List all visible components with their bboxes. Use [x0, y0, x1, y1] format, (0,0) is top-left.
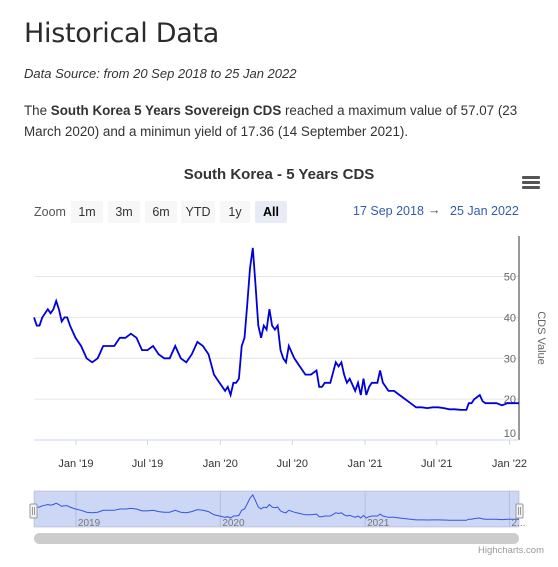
x-tick-label: Jan '21 [348, 458, 383, 470]
x-tick-label: Jan '20 [203, 458, 238, 470]
y-tick-label: 30 [504, 353, 516, 365]
x-tick-label: Jul '19 [132, 458, 163, 470]
summary-prefix: The [24, 103, 51, 118]
chart-title: South Korea - 5 Years CDS [183, 166, 375, 183]
x-tick-label: Jan '22 [492, 458, 527, 470]
navigator-label: 2020 [222, 518, 245, 529]
range-button-1y[interactable]: 1y [220, 201, 250, 223]
x-tick-label: Jul '20 [277, 458, 308, 470]
range-button-3m[interactable]: 3m [108, 201, 140, 223]
range-button-1m[interactable]: 1m [71, 201, 103, 223]
navigator-label: 2021 [367, 518, 390, 529]
navigator-handle-left[interactable] [29, 503, 38, 519]
series-line [33, 247, 519, 411]
range-button-6m[interactable]: 6m [145, 201, 177, 223]
navigator-scrollbar[interactable] [34, 533, 519, 544]
data-source: Data Source: from 20 Sep 2018 to 25 Jan … [24, 66, 297, 81]
navigator-handle-right[interactable] [515, 503, 524, 519]
navigator-series [33, 493, 519, 521]
page-title: Historical Data [24, 18, 220, 49]
range-button-ytd[interactable]: YTD [181, 201, 215, 223]
navigator-label: 2019 [78, 518, 101, 529]
date-from-input[interactable]: 17 Sep 2018 [353, 204, 424, 218]
y-axis-title: CDS Value [535, 311, 547, 365]
date-arrow: → [428, 203, 441, 217]
hamburger-menu-icon[interactable] [522, 176, 540, 190]
navigator-mask[interactable] [33, 490, 520, 528]
summary-bold: South Korea 5 Years Sovereign CDS [50, 103, 282, 118]
zoom-label: Zoom [34, 205, 66, 219]
summary-rest: reached a maximum value of 57.07 (23 Mar… [24, 103, 518, 139]
navigator-label: 2... [512, 518, 526, 529]
y-tick-label: 40 [504, 312, 516, 324]
y-tick-label: 10 [504, 428, 516, 440]
summary-text: The South Korea 5 Years Sovereign CDS re… [24, 100, 536, 142]
y-tick-label: 50 [504, 272, 516, 284]
x-tick-label: Jan '19 [58, 458, 93, 470]
range-button-all[interactable]: All [255, 201, 287, 223]
x-tick-label: Jul '21 [421, 458, 452, 470]
highcharts-credit[interactable]: Highcharts.com [478, 545, 544, 556]
date-to-input[interactable]: 25 Jan 2022 [450, 204, 519, 218]
